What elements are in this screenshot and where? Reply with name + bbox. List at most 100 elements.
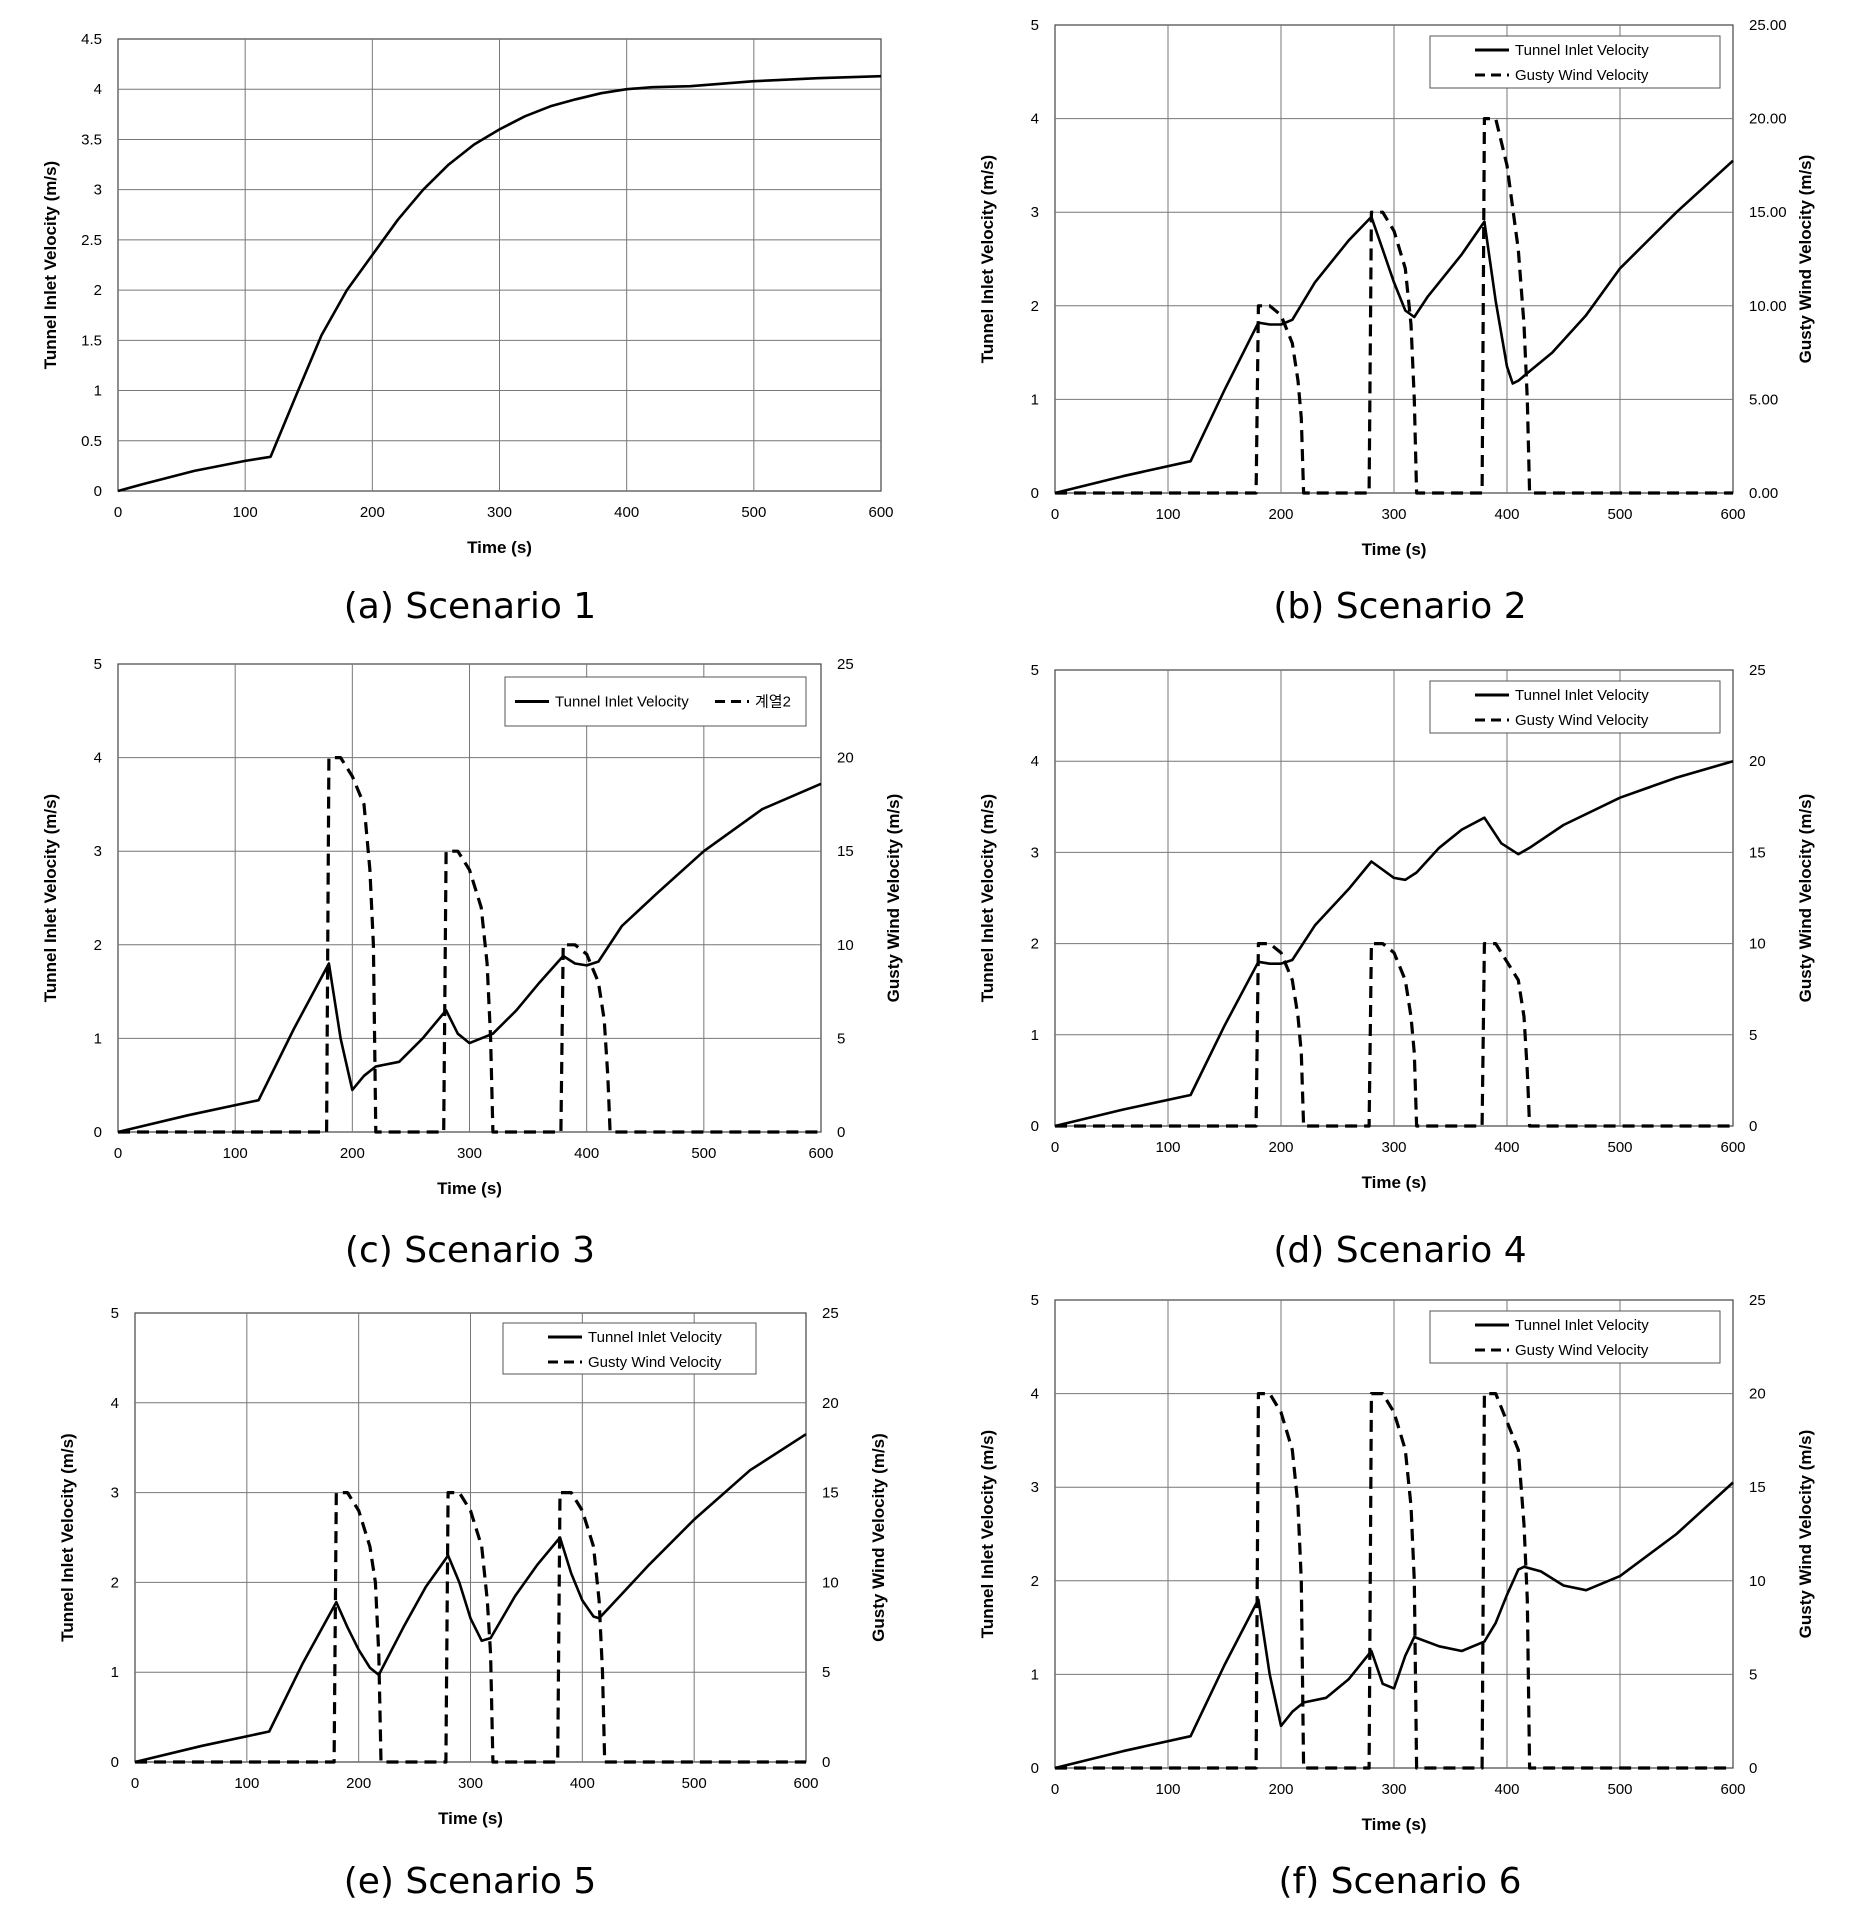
x-tick-label: 100: [1155, 1139, 1180, 1156]
x-axis-title: Time (s): [438, 1809, 503, 1828]
x-tick-label: 500: [682, 1775, 707, 1792]
x-tick-label: 200: [360, 504, 385, 521]
legend-label: 계열2: [755, 694, 791, 711]
x-tick-label: 600: [1720, 1781, 1745, 1798]
x-tick-label: 500: [1607, 1139, 1632, 1156]
gusty-wind-series-line: [135, 1491, 806, 1764]
y-tick-label: 0.5: [81, 433, 102, 450]
x-tick-label: 0: [1051, 1781, 1059, 1798]
y2-tick-label: 0: [1749, 1760, 1757, 1777]
y-tick-label: 5: [1031, 17, 1039, 34]
x-tick-label: 500: [741, 504, 766, 521]
y-tick-label: 5: [94, 656, 102, 673]
legend-label: Tunnel Inlet Velocity: [1515, 42, 1649, 59]
y-tick-label: 4: [1031, 111, 1039, 128]
y-tick-label: 1: [1031, 1027, 1039, 1044]
caption-f: (f) Scenario 6: [1278, 1861, 1521, 1902]
x-tick-label: 200: [1268, 1139, 1293, 1156]
y2-tick-label: 25: [822, 1305, 839, 1322]
y-tick-label: 2: [1031, 298, 1039, 315]
y-tick-label: 3.5: [81, 131, 102, 148]
chart-panel-d: 0 100 200 300 400 500 6000123450510152025Time …: [978, 662, 1815, 1192]
y2-axis-title: Gusty Wind Velocity (m/s): [1796, 794, 1815, 1003]
gusty-wind-series-line: [1055, 942, 1733, 1128]
x-axis-title: Time (s): [1362, 1815, 1427, 1834]
y-tick-label: 1.5: [81, 332, 102, 349]
x-tick-label: 0: [1051, 1139, 1059, 1156]
y-tick-label: 4: [1031, 753, 1039, 770]
y2-tick-label: 25: [837, 656, 854, 673]
x-tick-label: 100: [1155, 506, 1180, 523]
legend-box: [1429, 680, 1721, 734]
y-tick-label: 3: [1031, 1479, 1039, 1496]
legend-label: Gusty Wind Velocity: [1515, 67, 1649, 84]
y2-tick-label: 5: [822, 1664, 830, 1681]
y2-tick-label: 20.00: [1749, 111, 1787, 128]
y2-axis-title: Gusty Wind Velocity (m/s): [1796, 155, 1815, 364]
y2-tick-label: 15: [1749, 1479, 1766, 1496]
tunnel-inlet-series-line: [117, 74, 882, 493]
x-tick-label: 300: [1381, 506, 1406, 523]
y-tick-label: 3: [94, 843, 102, 860]
legend-label: Tunnel Inlet Velocity: [555, 694, 689, 711]
x-tick-label: 100: [223, 1145, 248, 1162]
x-tick-label: 300: [1381, 1139, 1406, 1156]
y-tick-label: 5: [1031, 1292, 1039, 1309]
y-tick-label: 0: [94, 483, 102, 500]
y2-tick-label: 20: [1749, 753, 1766, 770]
y-tick-label: 3: [94, 182, 102, 199]
x-tick-label: 300: [1381, 1781, 1406, 1798]
y2-tick-label: 25: [1749, 662, 1766, 679]
y-tick-label: 2: [1031, 936, 1039, 953]
y-axis-title: Tunnel Inlet Velocity (m/s): [58, 1433, 77, 1641]
y-tick-label: 1: [94, 1030, 102, 1047]
legend-label: Gusty Wind Velocity: [1515, 712, 1649, 729]
y-tick-label: 4: [1031, 1386, 1039, 1403]
chart-panel-e: 0 100 200 300 400 500 6000123450510152025Time …: [58, 1305, 888, 1828]
x-tick-label: 0: [1051, 506, 1059, 523]
y2-tick-label: 15: [837, 843, 854, 860]
x-tick-label: 600: [868, 504, 893, 521]
chart-panel-b: 0 100 200 300 400 500 600 0 1 2 3 4 5 0.00 5.00 10.00 15…: [978, 17, 1815, 559]
y-tick-label: 0: [94, 1124, 102, 1141]
y2-tick-label: 10.00: [1749, 298, 1787, 315]
y2-tick-label: 25.00: [1749, 17, 1787, 34]
y-axis-title: Tunnel Inlet Velocity (m/s): [41, 161, 60, 369]
legend-label: Gusty Wind Velocity: [588, 1354, 722, 1371]
x-tick-label: 200: [1268, 506, 1293, 523]
y2-tick-label: 20: [1749, 1386, 1766, 1403]
x-tick-label: 400: [1494, 1781, 1519, 1798]
x-tick-label: 100: [1155, 1781, 1180, 1798]
chart-panel-c: 0 100 200 300 400 500 6000123450510152025Time …: [41, 656, 903, 1198]
y-tick-label: 0: [1031, 1118, 1039, 1135]
gusty-wind-series-line: [1055, 1392, 1733, 1770]
y2-tick-label: 20: [837, 750, 854, 767]
gusty-wind-series-line: [1055, 117, 1733, 495]
caption-d: (d) Scenario 4: [1273, 1230, 1526, 1271]
y2-tick-label: 25: [1749, 1292, 1766, 1309]
y-tick-label: 1: [94, 383, 102, 400]
x-tick-label: 600: [808, 1145, 833, 1162]
y2-tick-label: 10: [822, 1574, 839, 1591]
y-axis-title: Tunnel Inlet Velocity (m/s): [978, 1430, 997, 1638]
x-tick-label: 0: [114, 1145, 122, 1162]
x-axis-title: Time (s): [1362, 1173, 1427, 1192]
tunnel-inlet-series-line: [134, 1433, 807, 1764]
x-axis-title: Time (s): [1362, 540, 1427, 559]
gusty-wind-series-line: [118, 756, 821, 1134]
tunnel-inlet-series-line: [1054, 759, 1734, 1128]
y-tick-label: 4.5: [81, 31, 102, 48]
y2-axis-title: Gusty Wind Velocity (m/s): [869, 1433, 888, 1642]
y2-tick-label: 10: [1749, 1573, 1766, 1590]
y2-tick-label: 20: [822, 1395, 839, 1412]
y-tick-label: 2: [94, 937, 102, 954]
y2-axis-title: Gusty Wind Velocity (m/s): [1796, 1430, 1815, 1639]
y-tick-label: 2: [111, 1574, 119, 1591]
legend-label: Tunnel Inlet Velocity: [1515, 687, 1649, 704]
x-axis-title: Time (s): [437, 1179, 502, 1198]
y2-tick-label: 15.00: [1749, 204, 1787, 221]
tunnel-inlet-series-line: [1054, 1481, 1734, 1770]
y-tick-label: 1: [111, 1664, 119, 1681]
legend-box: [1429, 1310, 1721, 1364]
